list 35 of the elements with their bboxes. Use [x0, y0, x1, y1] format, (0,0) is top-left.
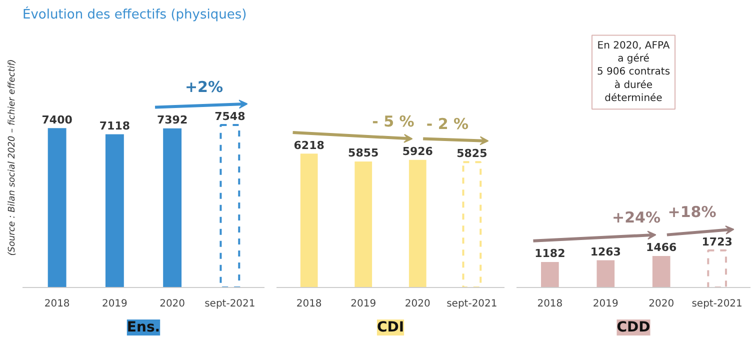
data-label: 6218	[294, 138, 324, 152]
x-tick-label: sept-2021	[204, 298, 256, 310]
x-tick-label: sept-2021	[692, 298, 742, 310]
x-tick-label: 2019	[102, 298, 128, 310]
data-label: 1723	[702, 236, 732, 249]
data-label: 5926	[402, 145, 434, 158]
annotation: +2%	[184, 78, 224, 96]
x-tick-label: sept-2021	[446, 298, 498, 310]
data-label: 1263	[590, 245, 621, 258]
data-label: 7118	[99, 119, 130, 132]
data-label: 5855	[348, 146, 379, 160]
x-axis-title: CDI	[376, 320, 404, 336]
x-axis-title: Ens.	[126, 320, 160, 336]
x-tick-label: 2019	[350, 298, 376, 310]
x-tick-label: 2019	[592, 298, 618, 310]
annotation: +24%	[612, 208, 661, 227]
data-label: 1466	[646, 241, 678, 254]
x-tick-label: 2018	[537, 298, 563, 310]
x-axis-title: CDD	[616, 320, 650, 336]
annotation: - 2 %	[426, 114, 469, 133]
x-tick-label: 2020	[648, 298, 674, 310]
data-label: 7400	[42, 113, 73, 126]
chart-title: Évolution des effectifs (physiques)	[22, 6, 247, 22]
data-label: 5825	[456, 147, 488, 160]
annotation: - 5 %	[372, 112, 414, 131]
data-label: 7392	[157, 113, 188, 126]
x-tick-label: 2020	[160, 298, 186, 310]
x-tick-label: 2018	[44, 298, 70, 310]
text: En 2020, AFPA a géré 5 906 contrats à durée déterminée	[596, 40, 670, 104]
annotation: +18%	[668, 203, 716, 222]
x-tick-label: 2020	[404, 298, 430, 310]
text: (Source : Bilan social 2020 – fichier effectif)	[8, 59, 18, 256]
x-tick-label: 2018	[296, 298, 322, 310]
data-label: 1182	[534, 247, 566, 260]
data-label: 7548	[214, 110, 246, 124]
